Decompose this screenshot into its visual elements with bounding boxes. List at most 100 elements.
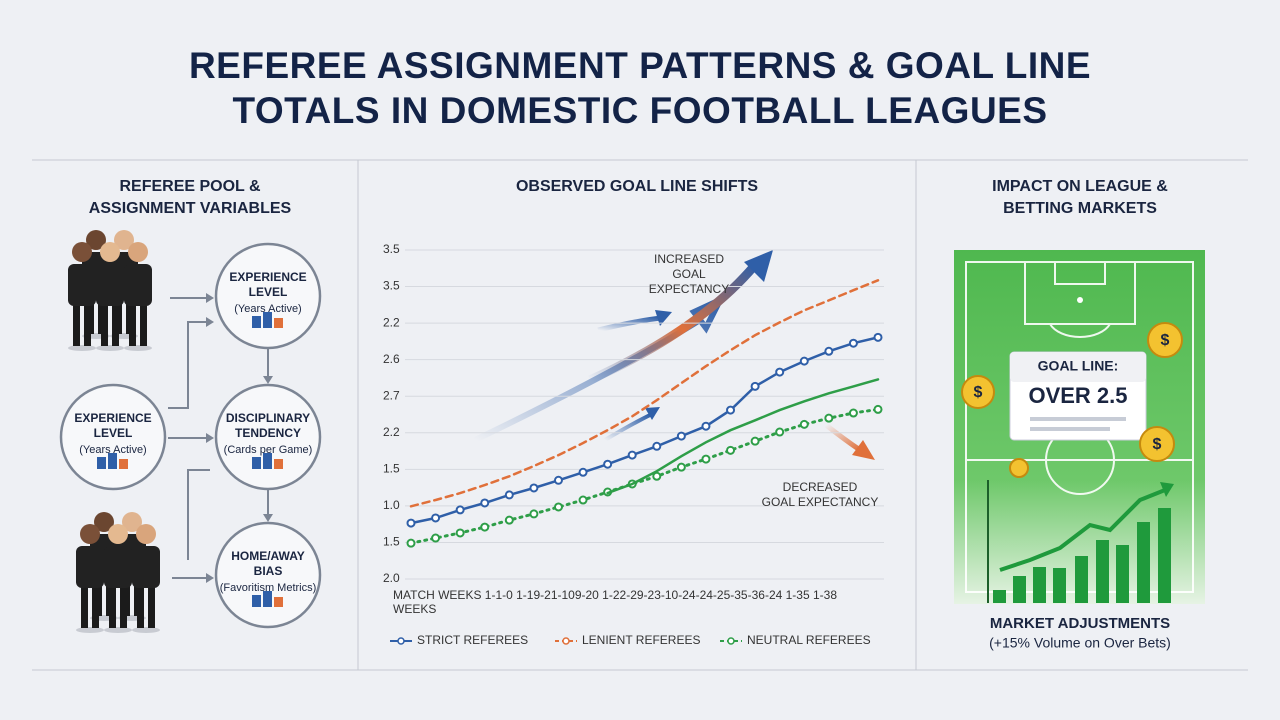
point	[824, 346, 834, 356]
referee-leg	[140, 302, 147, 346]
point	[799, 356, 809, 366]
icon-bar	[274, 459, 283, 469]
point	[676, 462, 686, 472]
point	[873, 404, 883, 414]
referee-body	[96, 264, 124, 306]
icon-bar	[252, 595, 261, 607]
penalty-spot	[1077, 297, 1083, 303]
icon-bar	[274, 597, 283, 607]
node-sub: (Favoritism Metrics)	[220, 582, 317, 594]
card-value: OVER 2.5	[1028, 383, 1127, 408]
node-label: DISCIPLINARY	[226, 411, 310, 425]
point	[578, 467, 588, 477]
node	[214, 242, 322, 350]
referee-body	[124, 264, 152, 306]
point	[431, 513, 441, 523]
y-tick-label: 2.0	[383, 571, 400, 585]
x-axis-text: MATCH WEEKS 1-1-0 1-19-21-109-20 1-22-29…	[393, 588, 837, 602]
point	[775, 427, 785, 437]
point	[799, 419, 809, 429]
point	[627, 450, 637, 460]
icon-bar	[252, 316, 261, 328]
arrowhead	[744, 250, 773, 282]
referee-head	[114, 230, 134, 250]
point	[750, 436, 760, 446]
point	[504, 490, 514, 500]
panel-heading: OBSERVED GOAL LINE SHIFTS	[516, 178, 758, 195]
card-line	[1030, 417, 1126, 421]
legend-label: STRICT REFEREES	[417, 633, 528, 647]
node-label: LEVEL	[94, 426, 133, 440]
y-tick-label: 1.0	[383, 498, 400, 512]
coin-symbols: $ $ $	[974, 332, 1170, 453]
annotation: INCREASED	[654, 252, 724, 266]
card-header	[1010, 352, 1146, 382]
y-tick-label: 3.5	[383, 279, 400, 293]
point	[652, 471, 662, 481]
shadow	[124, 345, 152, 351]
y-tick-label: 2.6	[383, 352, 400, 366]
point	[406, 518, 416, 528]
annotation: GOAL	[672, 267, 706, 281]
icon-bar	[119, 459, 128, 469]
referee-leg	[112, 302, 119, 346]
point	[652, 441, 662, 451]
arrow	[603, 413, 651, 442]
footer: MARKET ADJUSTMENTS	[990, 615, 1170, 632]
svg-text:$: $	[974, 384, 983, 401]
point	[848, 408, 858, 418]
referee-leg	[84, 302, 91, 346]
point	[701, 454, 711, 464]
referee-leg	[81, 584, 88, 628]
point	[553, 475, 563, 485]
point	[480, 498, 490, 508]
point	[480, 522, 490, 532]
title: TOTALS IN DOMESTIC FOOTBALL LEAGUES	[232, 90, 1047, 131]
y-tick-label: 1.5	[383, 462, 400, 476]
y-tick-label: 2.7	[383, 388, 400, 402]
referee-body	[68, 264, 96, 306]
series-line	[606, 378, 880, 495]
icon-bar	[263, 453, 272, 469]
point	[578, 495, 588, 505]
point	[455, 528, 465, 538]
arrowhead	[852, 440, 875, 460]
title: REFEREE ASSIGNMENT PATTERNS & GOAL LINE	[189, 45, 1091, 86]
shadow	[76, 627, 104, 633]
point	[553, 502, 563, 512]
node-label: LEVEL	[249, 285, 288, 299]
point	[431, 533, 441, 543]
referee-head	[122, 512, 142, 532]
node	[59, 383, 167, 491]
legend-label: NEUTRAL REFEREES	[747, 633, 871, 647]
panel-heading: BETTING MARKETS	[1003, 200, 1157, 217]
node	[214, 383, 322, 491]
referee-head	[128, 242, 148, 262]
icon-bar	[97, 457, 106, 469]
referee-leg	[137, 584, 144, 628]
panel-heading: REFEREE POOL &	[119, 178, 261, 195]
referee-head	[72, 242, 92, 262]
referee-body	[132, 546, 160, 588]
svg-text:$: $	[1161, 332, 1170, 349]
coins	[961, 322, 1183, 478]
footer: (+15% Volume on Over Bets)	[989, 635, 1171, 651]
point	[529, 509, 539, 519]
shadow	[96, 345, 124, 351]
referee-leg	[92, 584, 99, 628]
icon-bar	[274, 318, 283, 328]
panel-heading: ASSIGNMENT VARIABLES	[89, 200, 292, 217]
connectors	[168, 297, 269, 579]
point	[455, 505, 465, 515]
node-label: EXPERIENCE	[229, 270, 306, 284]
shadow	[132, 627, 160, 633]
arrowhead	[655, 310, 672, 326]
referee-leg	[148, 584, 155, 628]
icon-bar	[252, 457, 261, 469]
y-tick-label: 1.5	[383, 535, 400, 549]
point	[701, 421, 711, 431]
point	[824, 413, 834, 423]
svg-text:$: $	[1153, 436, 1162, 453]
shadow	[68, 345, 96, 351]
